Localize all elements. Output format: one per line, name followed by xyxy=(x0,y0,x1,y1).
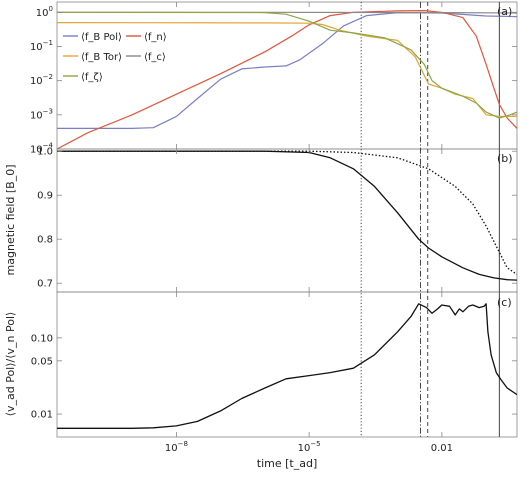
legend-label-f-b-tor: ⟨f_B Tor⟩ xyxy=(81,52,122,63)
panel-c-y-tick-label: 0.10 xyxy=(31,333,53,344)
panel-a-y-tick-label: 10−1 xyxy=(30,39,53,53)
legend: ⟨f_B Pol⟩ ⟨f_n⟩ ⟨f_B Tor⟩ ⟨f_c⟩ ⟨f_ζ⟩ xyxy=(63,32,167,83)
legend-label-f-zeta: ⟨f_ζ⟩ xyxy=(81,72,103,83)
panel-c-y-tick-label: 0.01 xyxy=(31,410,53,421)
panel-c-frame xyxy=(56,291,518,438)
panel-b-series-line-1 xyxy=(57,150,517,275)
panel-a-y-tick-label: 10−3 xyxy=(30,107,53,121)
panel-b-y-tick-label: 0.8 xyxy=(37,235,53,246)
panel-a-series xyxy=(57,10,517,149)
panel-b-y-tick-label: 1.0 xyxy=(37,147,53,158)
legend-label-f-c: ⟨f_c⟩ xyxy=(144,52,166,63)
panel-c-y-axis-title: ⟨v_ad Pol⟩/⟨v_n Pol⟩ xyxy=(4,312,17,417)
legend-label-f-b-pol: ⟨f_B Pol⟩ xyxy=(81,32,122,43)
panel-b-y-axis-title: magnetic field [B_0] xyxy=(4,165,17,276)
legend-label-f-n: ⟨f_n⟩ xyxy=(144,32,167,43)
panel-a-series-line-1 xyxy=(57,10,517,149)
panel-c-series-line-0 xyxy=(57,303,517,429)
panel-b-y-ticks: 1.0 0.9 0.8 0.7 xyxy=(37,147,517,290)
panel-a-frame xyxy=(56,1,518,150)
panel-b-y-tick-label: 0.9 xyxy=(37,191,53,202)
panel-b-y-tick-label: 0.7 xyxy=(37,279,53,290)
panel-a-y-tick-label: 100 xyxy=(36,5,53,19)
panel-a-series-line-0 xyxy=(57,12,517,129)
panel-a-series-line-4 xyxy=(57,11,517,119)
panel-a-y-tick-label: 10−2 xyxy=(30,73,53,87)
panel-c-series xyxy=(57,303,517,429)
panel-b-series-line-0 xyxy=(57,150,517,281)
panel-c-y-ticks: 0.10 0.05 0.01 xyxy=(31,333,517,421)
x-tick-label: 10−5 xyxy=(298,440,321,454)
panel-a-tag: (a) xyxy=(497,5,512,18)
x-ticks: 10−8 10−5 0.01 xyxy=(165,2,453,454)
x-tick-label: 10−8 xyxy=(165,440,188,454)
panel-c-y-tick-label: 0.05 xyxy=(31,356,53,367)
panel-c-tag: (c) xyxy=(497,296,512,309)
vertical-reference-lines xyxy=(360,2,500,437)
x-axis-title: time [t_ad] xyxy=(257,457,317,470)
panel-b-series xyxy=(57,150,517,281)
panel-b-tag: (b) xyxy=(497,152,513,165)
x-tick-label: 0.01 xyxy=(431,443,453,454)
panel-b-frame xyxy=(56,148,518,293)
